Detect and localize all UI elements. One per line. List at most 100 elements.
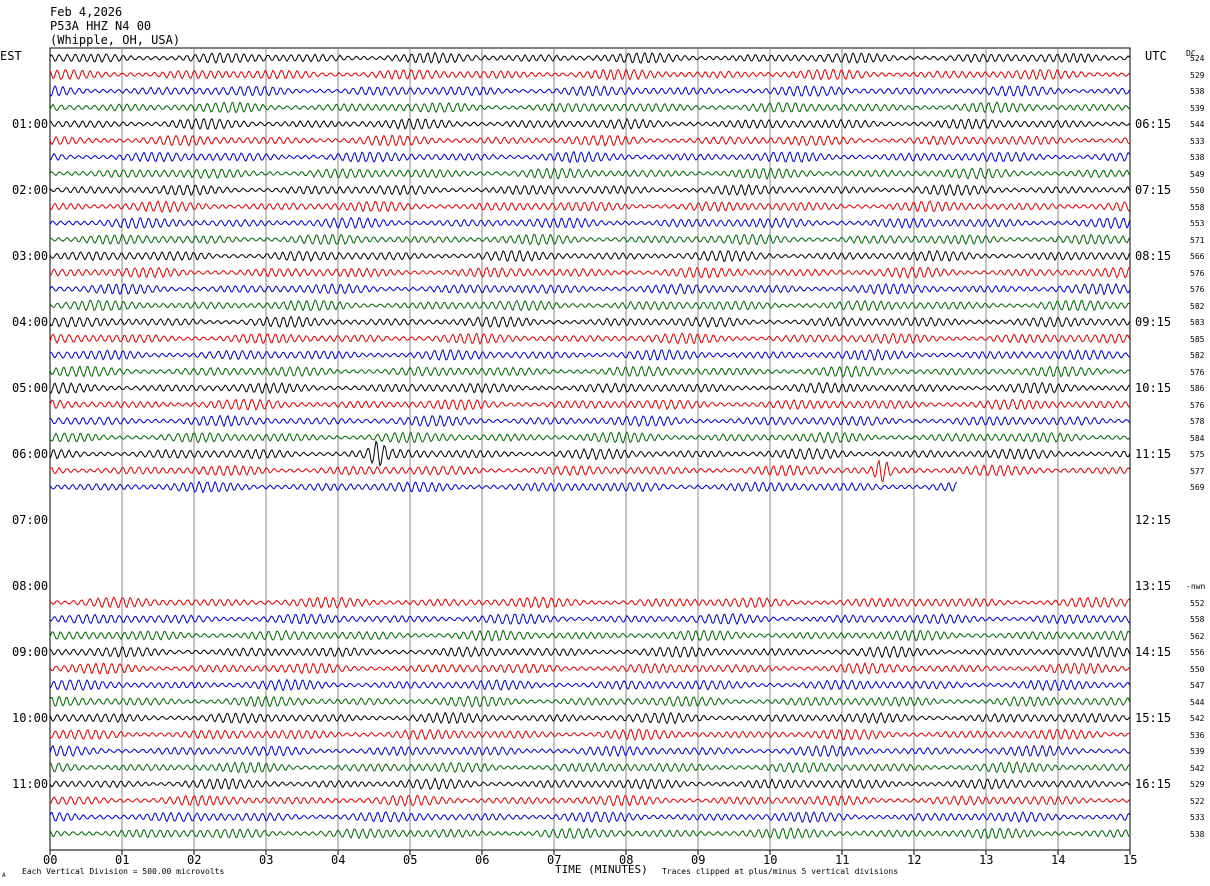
x-tick-label: 15 xyxy=(1123,853,1138,867)
dc-offset-label: 547 xyxy=(1190,681,1205,690)
dc-offset-label: 583 xyxy=(1190,318,1205,327)
seismic-trace xyxy=(49,315,1131,329)
est-hour-label: 11:00 xyxy=(12,777,49,791)
dc-offset-label: 544 xyxy=(1190,120,1205,129)
gap-annotation: -nwn xyxy=(1186,582,1206,591)
dc-offset-label: 569 xyxy=(1190,483,1205,492)
seismic-trace xyxy=(49,117,1131,130)
est-hour-label: 09:00 xyxy=(12,645,49,659)
x-tick-label: 12 xyxy=(907,853,922,867)
station-code: P53A HHZ N4 00 xyxy=(50,19,152,33)
est-hour-label: 03:00 xyxy=(12,249,49,263)
x-tick-label: 04 xyxy=(331,853,346,867)
x-tick-label: 01 xyxy=(115,853,130,867)
dc-offset-label: 533 xyxy=(1190,813,1205,822)
station-location: (Whipple, OH, USA) xyxy=(50,33,181,47)
seismic-trace xyxy=(49,68,1131,81)
est-hour-label: 07:00 xyxy=(12,513,49,527)
dc-offset-label: 524 xyxy=(1190,54,1205,63)
seismic-trace xyxy=(49,414,1131,428)
seismic-trace xyxy=(49,249,1131,263)
seismic-trace xyxy=(49,51,1131,64)
dc-offset-label: 553 xyxy=(1190,219,1205,228)
seismic-trace xyxy=(49,431,1131,444)
est-hour-label: 04:00 xyxy=(12,315,49,329)
seismic-trace xyxy=(49,612,1131,626)
seismic-trace xyxy=(49,728,1131,741)
seismic-trace xyxy=(49,645,1131,659)
dc-offset-label: 558 xyxy=(1190,202,1205,212)
x-tick-label: 06 xyxy=(475,853,490,867)
dc-column-header: DC xyxy=(1186,49,1196,58)
dc-offset-label: 556 xyxy=(1190,648,1205,657)
dc-offset-label: 552 xyxy=(1190,598,1205,608)
dc-offset-label: 578 xyxy=(1190,417,1205,426)
dc-offset-label: 562 xyxy=(1190,631,1205,641)
seismic-trace xyxy=(49,282,1131,296)
dc-offset-label: 549 xyxy=(1190,169,1205,179)
utc-hour-label: 16:15 xyxy=(1135,777,1172,791)
plot-frame xyxy=(49,47,1131,851)
dc-offset-label: 539 xyxy=(1190,747,1205,756)
x-tick-label: 00 xyxy=(43,853,58,867)
dc-offset-label: 575 xyxy=(1190,450,1205,459)
seismic-trace xyxy=(49,216,1131,230)
est-hour-label: 01:00 xyxy=(12,117,49,131)
dc-offset-label: 538 xyxy=(1190,829,1205,839)
seismic-trace xyxy=(49,134,1131,147)
dc-offset-label: 536 xyxy=(1190,730,1205,740)
seismic-trace xyxy=(49,233,1131,246)
x-axis-label: TIME (MINUTES) xyxy=(555,863,648,876)
est-axis-title: EST xyxy=(0,49,22,63)
dc-offset-label: 550 xyxy=(1190,664,1205,674)
dc-offset-label: 550 xyxy=(1190,186,1205,195)
x-tick-label: 13 xyxy=(979,853,994,867)
x-tick-label: 14 xyxy=(1051,853,1066,867)
dc-offset-label: 539 xyxy=(1190,103,1205,113)
seismic-trace xyxy=(49,167,1131,181)
dc-offset-label: 582 xyxy=(1190,351,1205,360)
dc-offset-label: 558 xyxy=(1190,615,1205,624)
dc-offset-label: 544 xyxy=(1190,697,1205,707)
est-hour-label: 02:00 xyxy=(12,183,49,197)
dc-offset-label: 585 xyxy=(1190,334,1205,344)
dc-offset-label: 542 xyxy=(1190,763,1205,773)
utc-hour-label: 10:15 xyxy=(1135,381,1172,395)
dc-offset-label: 529 xyxy=(1190,780,1205,789)
seismic-trace xyxy=(49,398,1131,412)
x-tick-label: 11 xyxy=(835,853,850,867)
dc-offset-label: 571 xyxy=(1190,235,1205,245)
utc-hour-label: 11:15 xyxy=(1135,447,1172,461)
x-tick-label: 10 xyxy=(763,853,778,867)
est-hour-label: 10:00 xyxy=(12,711,49,725)
dc-offset-label: 576 xyxy=(1190,268,1205,278)
clip-note: Traces clipped at plus/minus 5 vertical … xyxy=(662,867,899,876)
x-tick-label: 08 xyxy=(619,853,634,867)
dc-offset-label: 577 xyxy=(1190,466,1205,476)
dc-offset-label: 566 xyxy=(1190,252,1205,261)
utc-hour-label: 09:15 xyxy=(1135,315,1172,329)
utc-hour-label: 13:15 xyxy=(1135,579,1172,593)
seismic-trace xyxy=(49,761,1130,775)
seismic-trace xyxy=(49,85,1131,97)
seismic-trace xyxy=(49,777,1131,791)
seismic-trace xyxy=(49,266,1131,279)
seismic-trace xyxy=(49,200,1131,213)
seismic-trace xyxy=(49,596,1131,609)
seismic-trace xyxy=(49,794,1131,807)
dc-offset-label: 576 xyxy=(1190,367,1205,377)
x-tick-label: 02 xyxy=(187,853,202,867)
seismic-trace xyxy=(49,711,1131,725)
utc-hour-label: 14:15 xyxy=(1135,645,1172,659)
corner-mark: A xyxy=(2,872,6,879)
est-hour-label: 05:00 xyxy=(12,381,49,395)
x-tick-label: 07 xyxy=(547,853,562,867)
utc-hour-label: 08:15 xyxy=(1135,249,1172,263)
scale-note: Each Vertical Division = 500.00 microvol… xyxy=(22,867,225,876)
x-tick-label: 03 xyxy=(259,853,274,867)
dc-offset-label: 576 xyxy=(1190,400,1205,410)
est-hour-label: 06:00 xyxy=(12,447,49,461)
seismic-trace xyxy=(49,744,1131,758)
est-hour-label: 08:00 xyxy=(12,579,49,593)
